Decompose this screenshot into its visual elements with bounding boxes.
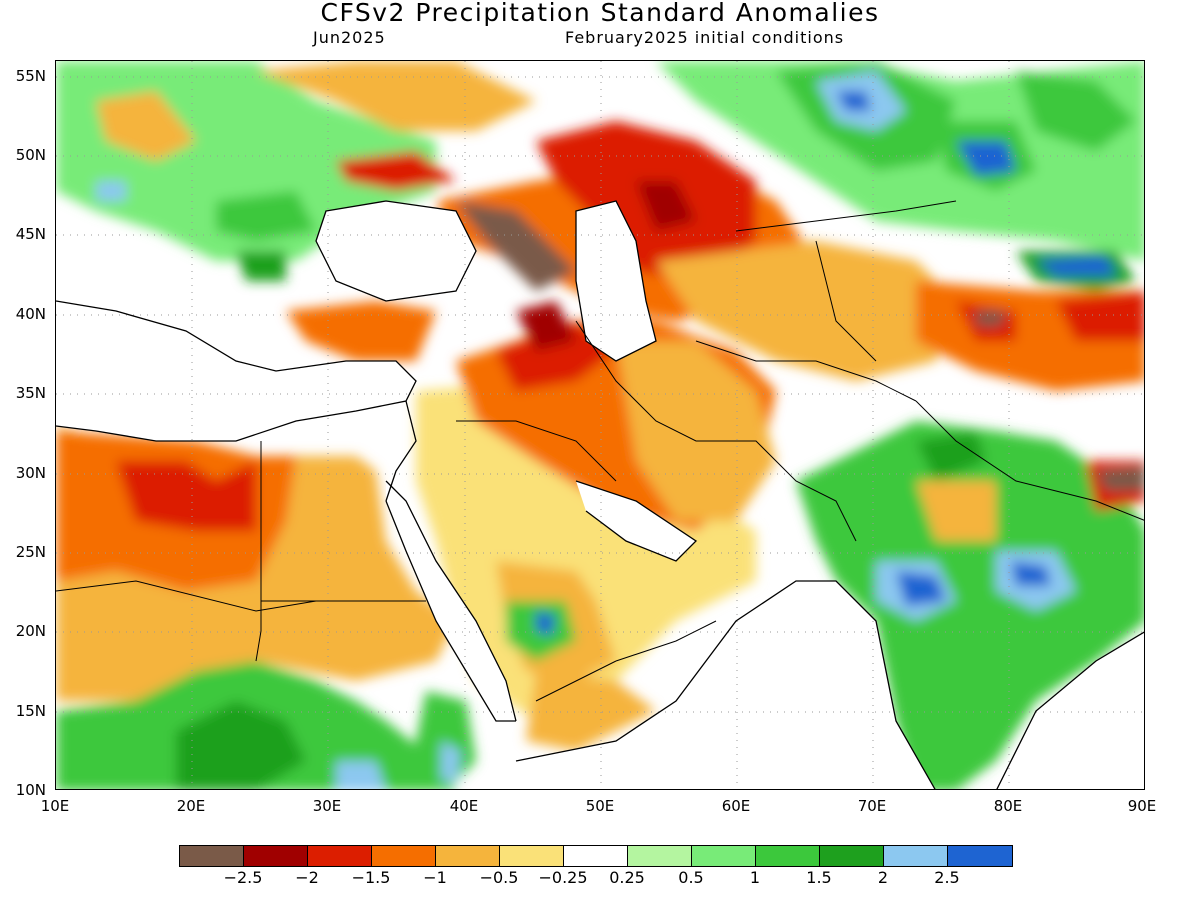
lon-label-30e: 30E xyxy=(312,797,342,815)
lat-label-20n: 20N xyxy=(15,622,46,640)
lat-label-55n: 55N xyxy=(15,67,46,85)
lon-label-20e: 20E xyxy=(176,797,206,815)
lon-label-50e: 50E xyxy=(585,797,615,815)
lon-label-80e: 80E xyxy=(993,797,1023,815)
legend-label: −2.5 xyxy=(223,868,263,887)
anomaly-map xyxy=(55,60,1145,790)
lon-label-70e: 70E xyxy=(857,797,887,815)
country-borders xyxy=(56,200,1144,702)
legend-swatch xyxy=(884,846,948,866)
lon-label-10e: 10E xyxy=(40,797,70,815)
legend-label: 0.25 xyxy=(609,868,645,887)
lat-label-45n: 45N xyxy=(15,225,46,243)
legend-swatch xyxy=(244,846,308,866)
chart-title: CFSv2 Precipitation Standard Anomalies xyxy=(320,0,880,27)
legend-swatch xyxy=(820,846,884,866)
lat-label-10n: 10N xyxy=(15,781,46,799)
initial-conditions: February2025 initial conditions xyxy=(565,28,845,47)
legend-swatch xyxy=(692,846,756,866)
legend-swatch xyxy=(308,846,372,866)
lat-label-35n: 35N xyxy=(15,384,46,402)
lon-label-90e: 90E xyxy=(1127,797,1157,815)
lon-label-60e: 60E xyxy=(721,797,751,815)
legend-swatch xyxy=(180,846,244,866)
forecast-month: Jun2025 xyxy=(313,28,386,47)
lat-label-40n: 40N xyxy=(15,305,46,323)
lat-label-15n: 15N xyxy=(15,702,46,720)
lat-label-50n: 50N xyxy=(15,146,46,164)
legend-swatch xyxy=(756,846,820,866)
legend-swatch xyxy=(948,846,1012,866)
legend-label: −0.5 xyxy=(479,868,519,887)
legend-swatch xyxy=(436,846,500,866)
legend-label: 2.5 xyxy=(934,868,960,887)
lat-label-30n: 30N xyxy=(15,464,46,482)
lat-lon-grid xyxy=(56,61,1144,789)
legend-swatch xyxy=(500,846,564,866)
coastlines xyxy=(56,200,1144,789)
legend-label: 2 xyxy=(877,868,889,887)
anomaly-fill xyxy=(56,61,1144,789)
legend-label: −0.25 xyxy=(538,868,588,887)
color-legend xyxy=(179,845,1013,867)
legend-label: −2 xyxy=(295,868,319,887)
legend-label: 1 xyxy=(749,868,761,887)
legend-swatch xyxy=(372,846,436,866)
legend-label: −1.5 xyxy=(351,868,391,887)
legend-label: −1 xyxy=(423,868,447,887)
legend-label: 0.5 xyxy=(678,868,704,887)
legend-swatch xyxy=(564,846,628,866)
legend-swatch xyxy=(628,846,692,866)
legend-label: 1.5 xyxy=(806,868,832,887)
lon-label-40e: 40E xyxy=(449,797,479,815)
lat-label-25n: 25N xyxy=(15,543,46,561)
map-canvas xyxy=(56,61,1144,789)
